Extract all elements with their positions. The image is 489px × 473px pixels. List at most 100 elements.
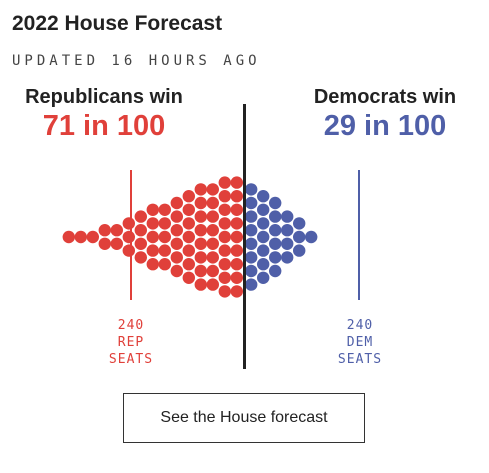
dem-outcome-dot xyxy=(245,237,258,250)
rep-outcome-dot xyxy=(194,210,207,223)
rep-outcome-dot xyxy=(158,258,171,271)
majority-center-line xyxy=(243,104,246,369)
democrats-odds: 29 in 100 xyxy=(323,110,447,142)
dem-threshold-party: DEM xyxy=(346,335,374,350)
dem-outcome-dot xyxy=(245,251,258,264)
rep-outcome-dot xyxy=(194,183,207,196)
rep-outcome-dot xyxy=(230,271,243,284)
dem-outcome-dot xyxy=(257,258,270,271)
rep-outcome-dot xyxy=(206,183,219,196)
rep-threshold-unit: SEATS xyxy=(108,352,154,367)
rep-outcome-dot xyxy=(146,203,159,216)
republicans-win-label: Republicans win xyxy=(25,86,183,108)
rep-outcome-dot xyxy=(194,251,207,264)
rep-outcome-dot xyxy=(182,217,195,230)
rep-outcome-dot xyxy=(110,237,124,250)
rep-outcome-dot xyxy=(134,210,147,223)
rep-outcome-dot xyxy=(98,237,112,250)
page-title: 2022 House Forecast xyxy=(12,12,223,35)
rep-outcome-dot xyxy=(230,190,243,203)
rep-outcome-dot xyxy=(206,278,219,291)
rep-outcome-dot xyxy=(194,278,207,291)
dem-outcome-dot xyxy=(293,244,306,257)
dem-outcome-dot xyxy=(257,190,270,203)
rep-outcome-dot xyxy=(230,217,243,230)
rep-outcome-dot xyxy=(206,196,219,210)
rep-outcome-dot xyxy=(146,258,159,271)
dem-outcome-dot xyxy=(257,203,270,216)
dem-outcome-dot xyxy=(269,237,282,250)
rep-outcome-dot xyxy=(158,244,171,257)
rep-outcome-dot xyxy=(230,230,243,244)
rep-outcome-dot xyxy=(170,264,183,278)
dem-outcome-dot xyxy=(293,217,306,230)
rep-outcome-dot xyxy=(146,230,159,244)
rep-outcome-dot xyxy=(206,210,219,223)
updated-timestamp: UPDATED 16 HOURS AGO xyxy=(12,53,261,69)
rep-outcome-dot xyxy=(146,244,159,257)
rep-threshold-party: REP xyxy=(117,335,145,350)
dem-outcome-dot xyxy=(281,237,294,250)
rep-outcome-dot xyxy=(158,203,171,216)
rep-outcome-dot xyxy=(158,217,171,230)
rep-outcome-dot xyxy=(194,196,207,210)
rep-outcome-dot xyxy=(206,224,219,237)
rep-outcome-dot xyxy=(194,224,207,237)
dem-outcome-dot xyxy=(257,217,270,230)
rep-outcome-dot xyxy=(182,203,195,216)
rep-outcome-dot xyxy=(110,224,124,237)
rep-outcome-dot xyxy=(122,244,135,257)
rep-outcome-dot xyxy=(230,285,243,298)
rep-outcome-dot xyxy=(134,237,147,250)
rep-outcome-dot xyxy=(122,217,135,230)
rep-outcome-dot xyxy=(230,244,243,257)
dem-outcome-dot xyxy=(269,264,282,278)
rep-threshold-value: 240 xyxy=(117,318,145,333)
rep-outcome-dot xyxy=(218,217,231,230)
rep-outcome-dot xyxy=(86,230,100,244)
dem-outcome-dot xyxy=(257,271,270,284)
rep-outcome-dot xyxy=(98,224,112,237)
rep-outcome-dot xyxy=(230,203,243,216)
dem-outcome-dot xyxy=(269,210,282,223)
dem-outcome-dot xyxy=(245,224,258,237)
dem-outcome-dot xyxy=(257,244,270,257)
rep-outcome-dot xyxy=(158,230,171,244)
dem-outcome-dot xyxy=(257,230,270,244)
rep-threshold-label: 240 REP SEATS xyxy=(96,317,166,368)
dem-outcome-dot xyxy=(245,210,258,223)
rep-outcome-dot xyxy=(146,217,159,230)
rep-outcome-dot xyxy=(218,285,231,298)
rep-outcome-dot xyxy=(182,190,195,203)
dem-outcome-dot xyxy=(269,196,282,210)
dem-outcome-dot xyxy=(245,278,258,291)
dem-outcome-dot xyxy=(269,251,282,264)
rep-outcome-dot xyxy=(206,251,219,264)
dem-outcome-dot xyxy=(245,196,258,210)
rep-outcome-dot xyxy=(206,264,219,278)
rep-outcome-dot xyxy=(182,244,195,257)
rep-outcome-dot xyxy=(182,258,195,271)
rep-outcome-dot xyxy=(218,244,231,257)
dem-outcome-dot xyxy=(245,183,258,196)
rep-outcome-dot xyxy=(218,203,231,216)
democrats-win-label: Democrats win xyxy=(313,86,457,108)
dem-outcome-dot xyxy=(269,224,282,237)
rep-outcome-dot xyxy=(134,224,147,237)
rep-outcome-dot xyxy=(170,196,183,210)
rep-outcome-dot xyxy=(182,230,195,244)
dem-threshold-value: 240 xyxy=(346,318,374,333)
rep-outcome-dot xyxy=(230,176,243,189)
see-house-forecast-button[interactable]: See the House forecast xyxy=(123,393,365,443)
dem-outcome-dot xyxy=(293,230,306,244)
rep-outcome-dot xyxy=(218,176,231,189)
rep-outcome-dot xyxy=(194,264,207,278)
dem-outcome-dot xyxy=(281,210,294,223)
rep-outcome-dot xyxy=(230,258,243,271)
dem-threshold-label: 240 DEM SEATS xyxy=(325,317,395,368)
dem-outcome-dot xyxy=(281,251,294,264)
rep-outcome-dot xyxy=(194,237,207,250)
rep-outcome-dot xyxy=(74,230,88,244)
rep-outcome-dot xyxy=(122,230,135,244)
rep-outcome-dot xyxy=(170,224,183,237)
